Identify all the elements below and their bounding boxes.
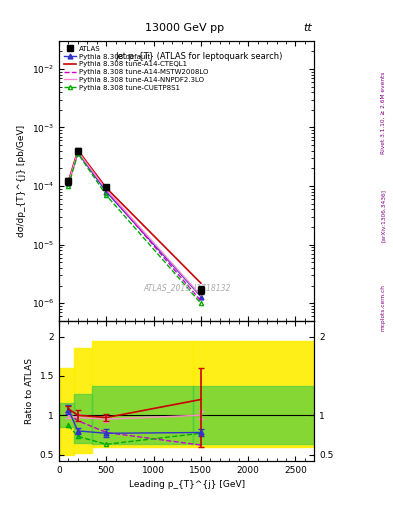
Pythia 8.308 tune-A14-MSTW2008LO [198, 297, 203, 304]
Pythia 8.308 tune-A14-NNPDF2.3LO [104, 186, 108, 193]
Y-axis label: Ratio to ATLAS: Ratio to ATLAS [25, 358, 34, 424]
Pythia 8.308 default [104, 188, 108, 195]
Pythia 8.308 tune-CUETP8S1 [104, 192, 108, 198]
Text: ATLAS_2019_I1718132: ATLAS_2019_I1718132 [143, 283, 230, 292]
Line: Pythia 8.308 tune-CUETP8S1: Pythia 8.308 tune-CUETP8S1 [66, 152, 203, 305]
Pythia 8.308 tune-A14-CTEQL1 [75, 147, 80, 153]
Pythia 8.308 tune-CUETP8S1 [75, 151, 80, 157]
X-axis label: Leading p_{T}^{j} [GeV]: Leading p_{T}^{j} [GeV] [129, 480, 245, 489]
Text: [arXiv:1306.3436]: [arXiv:1306.3436] [381, 188, 386, 242]
Pythia 8.308 tune-A14-NNPDF2.3LO [66, 180, 71, 186]
Text: 13000 GeV pp: 13000 GeV pp [145, 23, 224, 33]
Line: Pythia 8.308 default: Pythia 8.308 default [66, 151, 203, 299]
Pythia 8.308 tune-A14-MSTW2008LO [75, 148, 80, 155]
Pythia 8.308 tune-A14-NNPDF2.3LO [75, 148, 80, 155]
Pythia 8.308 tune-CUETP8S1 [66, 183, 71, 189]
Pythia 8.308 default [66, 179, 71, 185]
Pythia 8.308 tune-CUETP8S1 [198, 300, 203, 306]
Line: Pythia 8.308 tune-A14-CTEQL1: Pythia 8.308 tune-A14-CTEQL1 [68, 150, 201, 283]
Pythia 8.308 default [75, 150, 80, 156]
Pythia 8.308 tune-A14-CTEQL1 [104, 185, 108, 191]
Text: Jet p_{T} (ATLAS for leptoquark search): Jet p_{T} (ATLAS for leptoquark search) [116, 52, 283, 61]
Line: Pythia 8.308 tune-A14-MSTW2008LO: Pythia 8.308 tune-A14-MSTW2008LO [68, 152, 201, 301]
Y-axis label: dσ/dp_{T}^{j} [pb/GeV]: dσ/dp_{T}^{j} [pb/GeV] [17, 125, 26, 237]
Line: Pythia 8.308 tune-A14-NNPDF2.3LO: Pythia 8.308 tune-A14-NNPDF2.3LO [68, 152, 201, 295]
Text: Rivet 3.1.10, ≥ 2.6M events: Rivet 3.1.10, ≥ 2.6M events [381, 72, 386, 154]
Pythia 8.308 tune-A14-NNPDF2.3LO [198, 292, 203, 298]
Pythia 8.308 tune-A14-MSTW2008LO [104, 187, 108, 193]
Pythia 8.308 tune-A14-MSTW2008LO [66, 181, 71, 187]
Text: mcplots.cern.ch: mcplots.cern.ch [381, 284, 386, 331]
Pythia 8.308 tune-A14-CTEQL1 [66, 178, 71, 184]
Legend: ATLAS, Pythia 8.308 default, Pythia 8.308 tune-A14-CTEQL1, Pythia 8.308 tune-A14: ATLAS, Pythia 8.308 default, Pythia 8.30… [62, 45, 210, 92]
Text: tt: tt [304, 23, 312, 33]
Pythia 8.308 tune-A14-CTEQL1 [198, 280, 203, 286]
Pythia 8.308 default [198, 293, 203, 300]
